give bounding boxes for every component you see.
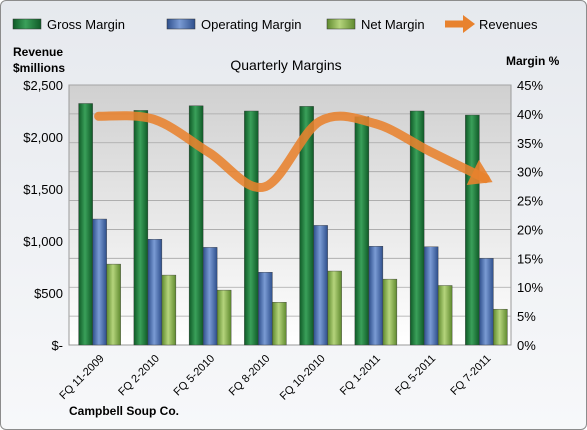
bars	[78, 103, 508, 346]
legend-swatch-gross-margin	[12, 18, 42, 30]
bar-operating-margin	[92, 218, 107, 346]
right-tick-label: 0%	[517, 338, 536, 353]
bar-net-margin	[106, 263, 121, 346]
bar-gross-margin	[465, 114, 480, 346]
left-tick-label: $1,500	[23, 182, 63, 197]
chart-title: Quarterly Margins	[230, 57, 341, 73]
left-axis-title-line2: $millions	[13, 61, 65, 75]
bar-operating-margin	[147, 239, 163, 346]
legend-label-operating-margin: Operating Margin	[201, 17, 301, 32]
x-tick-label: FQ 2-2010	[116, 353, 162, 399]
x-axis-ticks: FQ 11-2009 FQ 2-2010 FQ 5-2010 FQ 8-2010 FQ …	[57, 353, 493, 403]
bar-gross-margin	[78, 103, 93, 346]
right-axis-title: Margin %	[506, 54, 560, 68]
revenue-line-path	[94, 111, 490, 192]
bar-net-margin	[437, 285, 453, 346]
x-tick-label: FQ 1-2011	[338, 353, 383, 398]
right-tick-label: 40%	[517, 107, 543, 122]
bar-operating-margin	[258, 272, 273, 346]
bar-operating-margin	[202, 247, 218, 346]
right-tick-label: 15%	[517, 251, 543, 266]
bar-net-margin	[216, 289, 232, 346]
legend-swatch-net-margin	[326, 18, 356, 30]
right-tick-label: 30%	[517, 165, 543, 180]
bar-operating-margin	[479, 258, 494, 346]
left-tick-label: $2,000	[23, 130, 63, 145]
right-axis-ticks: 0% 5% 10% 15% 20% 25% 30% 35% 40% 45%	[517, 78, 543, 353]
bar-net-margin	[493, 308, 508, 346]
x-tick-label: FQ 5-2011	[393, 353, 438, 398]
footer-company: Campbell Soup Co.	[69, 404, 179, 418]
right-tick-label: 5%	[517, 309, 536, 324]
x-tick-label: FQ 11-2009	[57, 353, 106, 402]
right-tick-label: 45%	[517, 78, 543, 93]
bar-net-margin	[272, 302, 287, 346]
bar-operating-margin	[423, 246, 439, 346]
legend-label-revenues: Revenues	[479, 17, 538, 32]
left-tick-label: $500	[34, 286, 63, 301]
x-tick-label: FQ 8-2010	[227, 353, 273, 399]
x-tick-label: FQ 7-2011	[448, 353, 493, 398]
bar-gross-margin	[354, 116, 370, 346]
right-tick-label: 20%	[517, 222, 543, 237]
right-tick-label: 25%	[517, 194, 543, 209]
legend-label-gross-margin: Gross Margin	[47, 17, 125, 32]
left-tick-label: $1,000	[23, 234, 63, 249]
left-axis-ticks: $- $500 $1,000 $1,500 $2,000 $2,500	[23, 78, 63, 353]
revenue-arrowhead	[466, 159, 493, 186]
legend-swatch-operating-margin	[166, 18, 196, 30]
x-tick-label: FQ 5-2010	[172, 353, 218, 399]
bar-net-margin	[327, 270, 342, 346]
bar-net-margin	[161, 274, 177, 346]
bar-operating-margin	[313, 225, 328, 346]
legend-label-net-margin: Net Margin	[361, 17, 425, 32]
left-axis-title-line1: Revenue	[13, 45, 63, 59]
bar-gross-margin	[409, 110, 425, 346]
right-tick-label: 35%	[517, 136, 543, 151]
left-tick-label: $-	[51, 338, 63, 353]
bar-gross-margin	[188, 105, 204, 346]
bar-gross-margin	[244, 110, 259, 346]
legend-arrowhead	[463, 15, 475, 33]
legend: Gross Margin Operating Margin Net Margin Re…	[12, 15, 538, 33]
revenue-line	[94, 111, 493, 192]
bar-gross-margin	[133, 110, 149, 346]
left-tick-label: $2,500	[23, 78, 63, 93]
bar-operating-margin	[368, 245, 384, 346]
bar-net-margin	[382, 278, 398, 346]
x-tick-label: FQ 10-2010	[278, 353, 328, 403]
right-tick-label: 10%	[517, 280, 543, 295]
